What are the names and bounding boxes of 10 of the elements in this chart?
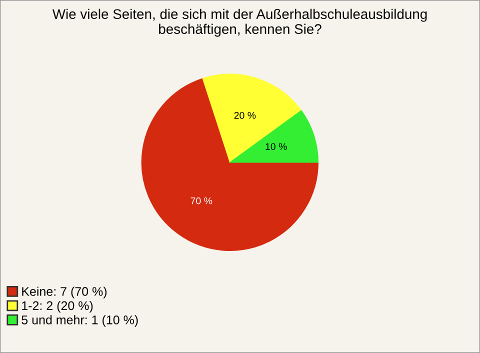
pie-slice [141, 78, 319, 251]
pie-slice [230, 110, 319, 163]
data-label: 20 % [234, 112, 256, 119]
data-label: 70 % [190, 197, 212, 204]
legend-label: Keine: 7 (70 %) [22, 286, 107, 298]
pie-slice [202, 74, 302, 163]
data-label: 10 % [266, 143, 287, 150]
chart-title: Wie viele Seiten, die sich mit der Außerhalbschuleausbildung beschäftigen, kennen Sie? [52, 8, 427, 37]
legend-label: 5 und mehr: 1 (10 %) [22, 315, 138, 327]
legend-label: 1-2: 2 (20 %) [22, 300, 93, 313]
